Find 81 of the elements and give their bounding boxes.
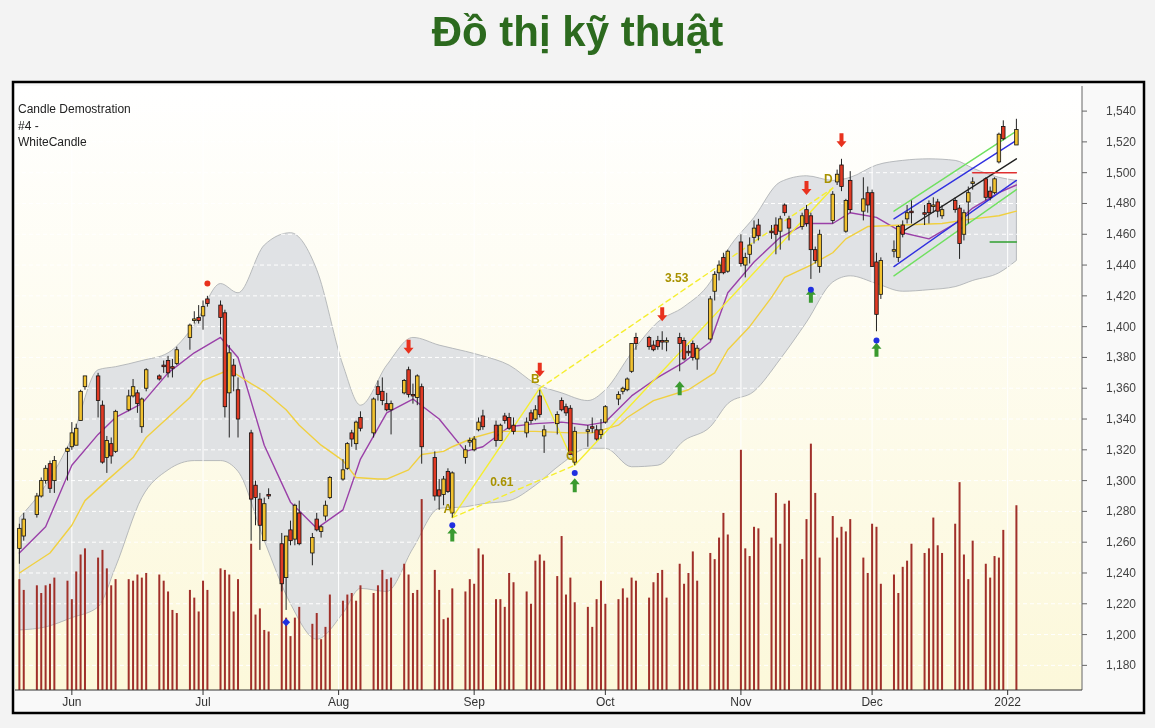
candlestick	[926, 199, 932, 224]
candlestick	[786, 215, 792, 241]
point	[571, 469, 578, 476]
annotation: Candle Demostration	[18, 102, 131, 116]
x-tick-label: Jun	[62, 695, 82, 709]
annotation: 3.53	[665, 270, 689, 285]
y-tick-label: 1,260	[1105, 535, 1137, 550]
y-tick-label: 1,180	[1105, 658, 1137, 673]
candlestick	[725, 249, 730, 274]
point	[873, 337, 880, 344]
candlestick	[677, 332, 682, 372]
x-tick-label: 2022	[994, 695, 1022, 709]
candlestick	[904, 204, 910, 224]
y-tick-label: 1,360	[1105, 381, 1137, 396]
candlestick	[555, 410, 560, 435]
x-tick-label: Aug	[327, 695, 350, 709]
y-tick-label: 1,440	[1105, 258, 1137, 273]
candlestick	[585, 424, 591, 448]
candlestick	[935, 198, 940, 218]
candlestick	[388, 400, 394, 435]
candlestick	[966, 186, 971, 224]
x-tick-label: Nov	[730, 695, 752, 709]
y-tick-label: 1,520	[1105, 134, 1137, 149]
candlestick	[922, 204, 927, 226]
point	[807, 286, 814, 293]
annotation: D	[824, 172, 834, 187]
candlestick	[52, 455, 57, 494]
x-tick-label: Sep	[463, 695, 486, 709]
point	[204, 280, 211, 287]
y-tick-label: 1,220	[1105, 596, 1137, 611]
candlestick	[939, 204, 945, 220]
candlestick	[909, 199, 914, 224]
candlestick	[1014, 118, 1019, 146]
y-tick-label: 1,300	[1105, 473, 1137, 488]
candlestick	[839, 158, 844, 192]
candlestick	[310, 532, 315, 566]
candlestick	[187, 323, 193, 351]
point	[447, 527, 458, 542]
candlestick	[327, 475, 332, 500]
y-tick-label: 1,460	[1105, 227, 1137, 242]
y-tick-label: 1,200	[1105, 627, 1137, 642]
annotation: WhiteCandle	[18, 135, 88, 149]
candlestick	[961, 209, 967, 241]
point	[674, 381, 685, 396]
annotation: #4 -	[18, 118, 39, 133]
y-tick-label: 1,380	[1105, 350, 1137, 365]
x-tick-label: Jul	[195, 695, 211, 709]
annotation: C	[566, 449, 576, 464]
y-tick-label: 1,280	[1105, 504, 1137, 519]
point	[569, 478, 580, 493]
point	[801, 181, 812, 196]
y-tick-label: 1,540	[1105, 104, 1137, 119]
candlestick	[541, 424, 547, 454]
chart-title: Đồ thị kỹ thuật	[431, 8, 724, 55]
point	[449, 522, 456, 529]
candlestick	[323, 500, 328, 522]
candlestick	[200, 299, 206, 331]
annotation: B	[531, 372, 541, 387]
y-tick-label: 1,240	[1105, 565, 1137, 580]
y-tick-label: 1,340	[1105, 412, 1137, 427]
x-tick-label: Dec	[861, 695, 883, 709]
point	[836, 133, 847, 148]
y-tick-label: 1,500	[1105, 165, 1137, 180]
candlestick	[861, 176, 866, 221]
point	[657, 307, 668, 322]
y-tick-label: 1,400	[1105, 319, 1137, 334]
point	[282, 618, 291, 627]
point	[871, 342, 882, 357]
candlestick	[756, 218, 761, 241]
candlestick	[537, 389, 542, 418]
y-tick-label: 1,480	[1105, 196, 1137, 211]
annotation: 0.61	[490, 475, 514, 490]
candlestick	[144, 367, 149, 392]
point	[403, 339, 414, 354]
candlestick	[463, 444, 468, 465]
candlestick	[126, 389, 131, 412]
candlestick	[738, 233, 744, 268]
x-tick-label: Oct	[596, 695, 616, 709]
y-tick-label: 1,320	[1105, 442, 1137, 457]
candlestick	[751, 219, 757, 244]
y-tick-label: 1,420	[1105, 288, 1137, 303]
